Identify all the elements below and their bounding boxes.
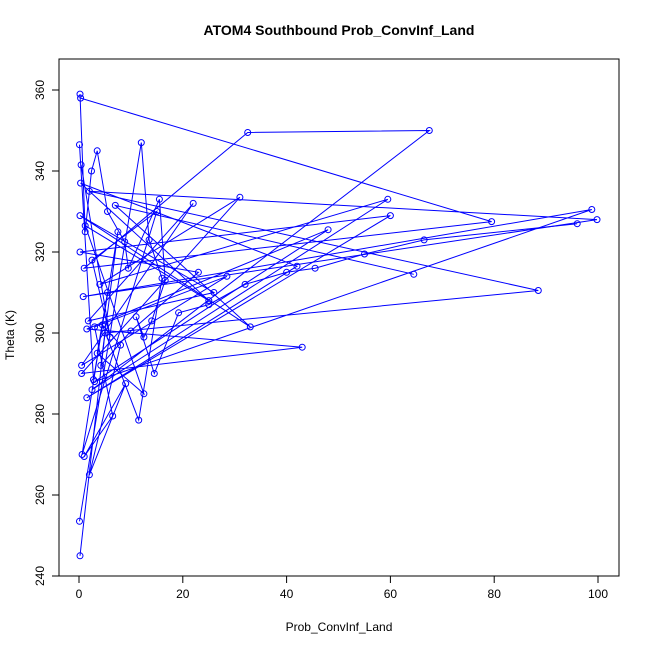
data-point <box>588 206 596 213</box>
data-point <box>324 226 332 234</box>
data-point <box>77 94 85 102</box>
x-tick-label: 60 <box>384 587 398 601</box>
data-point <box>85 471 93 479</box>
data-point <box>93 349 101 357</box>
y-axis-label: Theta (K) <box>3 310 17 360</box>
data-point <box>77 161 85 169</box>
data-point <box>311 264 319 272</box>
data-point <box>80 453 88 460</box>
data-point <box>77 179 85 187</box>
data-point <box>104 208 111 215</box>
data-point <box>78 370 86 377</box>
series-line <box>79 144 391 455</box>
data-point <box>384 195 392 203</box>
data-point <box>88 256 96 264</box>
x-tick-label: 20 <box>176 587 190 601</box>
data-point <box>410 270 418 278</box>
x-tick-label: 80 <box>488 587 502 601</box>
data-point <box>84 317 92 325</box>
data-point <box>83 394 91 402</box>
data-point <box>96 280 104 288</box>
x-tick-label: 0 <box>76 587 83 601</box>
y-tick-label: 320 <box>33 242 47 262</box>
data-point <box>83 325 91 333</box>
data-point <box>175 309 183 317</box>
data-point <box>111 201 119 209</box>
data-point <box>88 167 95 175</box>
data-point <box>236 193 244 201</box>
data-point <box>76 141 83 149</box>
x-tick-label: 100 <box>588 587 608 601</box>
data-point <box>140 390 148 398</box>
data-point <box>78 451 86 458</box>
data-point <box>150 370 158 377</box>
data-point <box>81 222 89 230</box>
data-point <box>76 248 84 256</box>
data-point <box>78 361 86 369</box>
data-point <box>114 228 122 236</box>
y-tick-label: 260 <box>33 485 47 505</box>
x-axis-label: Prob_ConvInf_Land <box>286 620 393 634</box>
y-axis: 240 260 280 300 320 340 360 <box>33 80 60 586</box>
data-point <box>205 297 213 305</box>
data-point <box>93 147 101 155</box>
data-point <box>425 127 433 134</box>
data-point <box>76 90 84 98</box>
data-point <box>241 280 249 288</box>
data-point <box>135 416 143 424</box>
data-point <box>386 212 394 220</box>
data-point <box>534 287 542 294</box>
data-point <box>109 412 117 420</box>
series-line <box>79 142 414 522</box>
data-point <box>298 343 306 351</box>
y-tick-label: 240 <box>33 566 47 586</box>
y-tick-label: 280 <box>33 404 47 424</box>
data-point <box>283 268 291 276</box>
data-point <box>97 361 105 369</box>
data-point <box>91 323 99 331</box>
x-axis: 0 20 40 60 80 100 <box>76 575 608 601</box>
data-point <box>155 195 163 203</box>
data-point <box>85 187 93 195</box>
data-point <box>223 272 231 280</box>
series-line <box>79 97 598 556</box>
data-point <box>246 323 254 331</box>
chart-title: ATOM4 Southbound Prob_ConvInf_Land <box>204 22 475 38</box>
data-point <box>158 274 166 282</box>
data-point <box>573 220 581 228</box>
data-point <box>210 289 218 296</box>
data-point <box>153 208 161 215</box>
data-point <box>488 218 496 226</box>
data-point <box>76 517 83 525</box>
plot-area <box>76 90 601 560</box>
data-point <box>104 289 111 296</box>
data-point <box>76 212 84 220</box>
data-point <box>244 129 252 136</box>
data-point <box>76 552 84 560</box>
data-point <box>90 376 97 384</box>
y-tick-label: 340 <box>33 161 47 181</box>
data-point <box>293 262 301 270</box>
series-line <box>79 94 578 375</box>
data-point <box>106 333 114 341</box>
data-point <box>420 236 428 244</box>
data-point <box>79 293 87 301</box>
data-point <box>194 268 202 276</box>
data-point <box>127 327 135 335</box>
data-point <box>593 216 601 224</box>
y-tick-label: 360 <box>33 80 47 100</box>
x-tick-label: 40 <box>280 587 294 601</box>
data-point <box>122 380 130 388</box>
y-tick-label: 300 <box>33 323 47 343</box>
data-point <box>189 199 197 207</box>
data-point <box>117 341 124 349</box>
data-point <box>137 139 145 147</box>
